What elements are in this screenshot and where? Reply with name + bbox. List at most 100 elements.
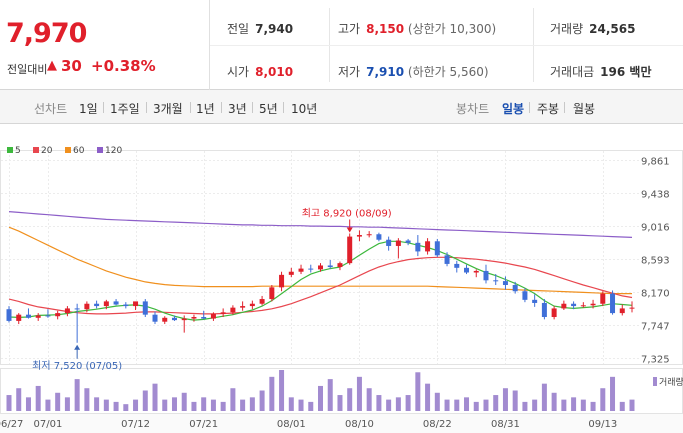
candle-down bbox=[610, 293, 616, 314]
candle-up bbox=[619, 308, 625, 314]
volume-bar bbox=[45, 399, 51, 411]
candle-up bbox=[35, 315, 41, 318]
volume-bar bbox=[473, 401, 479, 411]
period-3y[interactable]: 3년 bbox=[228, 102, 247, 116]
volume-bar bbox=[298, 399, 304, 411]
period-10y[interactable]: 10년 bbox=[291, 102, 318, 116]
x-tick-label: 08/31 bbox=[491, 419, 520, 430]
x-tick-label: 07/01 bbox=[34, 419, 63, 430]
candle-down bbox=[113, 301, 119, 305]
volume-bar bbox=[94, 397, 100, 411]
legend-label: 20 bbox=[41, 146, 53, 156]
volume-bar bbox=[629, 399, 635, 411]
volume-bar bbox=[113, 401, 119, 411]
candle-down bbox=[142, 301, 148, 315]
divider bbox=[252, 102, 253, 113]
high-label: 고가 bbox=[338, 22, 361, 36]
candle-down bbox=[25, 314, 31, 318]
volume-bar bbox=[395, 397, 401, 411]
candle-up bbox=[395, 240, 401, 246]
x-tick-label: 08/22 bbox=[423, 419, 452, 430]
volume-bar bbox=[64, 397, 70, 411]
candle-up bbox=[259, 299, 265, 304]
candle-down bbox=[512, 284, 518, 292]
volume-bar bbox=[415, 372, 421, 411]
volume-bar bbox=[220, 401, 226, 411]
period-3m[interactable]: 3개월 bbox=[153, 102, 183, 116]
candle-down bbox=[308, 268, 314, 270]
volume-bar bbox=[152, 383, 158, 411]
candle-weekly[interactable]: 주봉 bbox=[537, 102, 560, 116]
lower-limit: (하한가 5,560) bbox=[407, 65, 489, 79]
candle-down bbox=[493, 280, 499, 282]
candle-up bbox=[64, 308, 70, 314]
candle-down bbox=[201, 317, 207, 319]
candle-up bbox=[269, 287, 275, 300]
volume-bar bbox=[269, 376, 275, 411]
turnover-label: 거래대금 bbox=[550, 65, 595, 79]
volume-bar bbox=[337, 395, 343, 411]
y-axis: 9,861 9,438 9,016 8,593 8,170 7,747 7,325 bbox=[641, 157, 670, 366]
candle-down bbox=[454, 263, 460, 268]
low-arrow-head bbox=[74, 344, 81, 350]
x-tick-label: 08/10 bbox=[345, 419, 374, 430]
candle-down bbox=[464, 267, 470, 273]
candle-down bbox=[522, 291, 528, 300]
period-1w[interactable]: 1주일 bbox=[110, 102, 140, 116]
period-5y[interactable]: 5년 bbox=[259, 102, 278, 116]
candle-up bbox=[298, 268, 304, 272]
candle-up bbox=[162, 317, 168, 322]
candle-up bbox=[279, 274, 285, 288]
volume-legend-swatch bbox=[653, 377, 657, 386]
volume-bar bbox=[133, 399, 139, 411]
high-value: 8,150 bbox=[366, 22, 405, 36]
candle-up bbox=[220, 312, 226, 314]
x-tick-label: 09/13 bbox=[588, 419, 617, 430]
volume-bar bbox=[405, 395, 411, 411]
ma120-line bbox=[8, 211, 633, 238]
volume-bar bbox=[171, 397, 177, 411]
candle-down bbox=[376, 234, 382, 240]
volume-bar bbox=[201, 397, 207, 411]
period-1y[interactable]: 1년 bbox=[196, 102, 215, 116]
candle-up bbox=[181, 318, 187, 321]
candle-down bbox=[444, 255, 450, 264]
chart-grid bbox=[0, 150, 683, 433]
ma60-line bbox=[8, 226, 632, 295]
x-tick-label: 07/12 bbox=[121, 419, 150, 430]
line-chart-label: 선차트 bbox=[34, 102, 68, 116]
turnover-stat: 거래대금 196 백만 bbox=[550, 63, 651, 80]
candle-down bbox=[386, 239, 392, 246]
volume-bar bbox=[483, 399, 489, 411]
volume-bar bbox=[454, 399, 460, 411]
low-value: 7,910 bbox=[366, 65, 405, 79]
candle-monthly[interactable]: 월봉 bbox=[573, 102, 596, 116]
high-annotation: 최고 8,920 (08/09) bbox=[302, 207, 392, 219]
x-tick-label: 08/01 bbox=[277, 419, 306, 430]
volume-bar bbox=[279, 370, 285, 411]
volume-bar bbox=[181, 392, 187, 411]
current-price: 7,970 bbox=[6, 18, 87, 49]
candle-chart-label: 봉차트 bbox=[456, 102, 490, 116]
candle-up bbox=[133, 301, 139, 307]
chart-legend: 5 20 60 120 bbox=[7, 146, 122, 156]
volume-bar bbox=[318, 385, 323, 411]
volume-bar bbox=[230, 388, 236, 411]
candle-daily[interactable]: 일봉 bbox=[502, 102, 525, 116]
volume-bar bbox=[84, 388, 90, 411]
stock-chart: 5 20 60 120 9,861 9,438 9,016 8,593 8,170 7,747 7… bbox=[0, 146, 683, 433]
y-tick-label: 7,325 bbox=[641, 355, 670, 366]
divider bbox=[190, 102, 191, 113]
legend-label: 120 bbox=[105, 146, 122, 156]
volume-bar bbox=[590, 401, 596, 411]
volume-bar bbox=[356, 376, 362, 411]
volume-bar bbox=[25, 397, 31, 411]
volume-bar bbox=[434, 392, 440, 411]
prev-close-label: 전일 bbox=[227, 22, 250, 36]
candle-down bbox=[94, 303, 100, 307]
volume-bar bbox=[240, 399, 246, 411]
candle-up bbox=[103, 301, 109, 307]
volume-bar bbox=[386, 399, 392, 411]
legend-swatch bbox=[7, 147, 13, 153]
period-1d[interactable]: 1일 bbox=[79, 102, 98, 116]
